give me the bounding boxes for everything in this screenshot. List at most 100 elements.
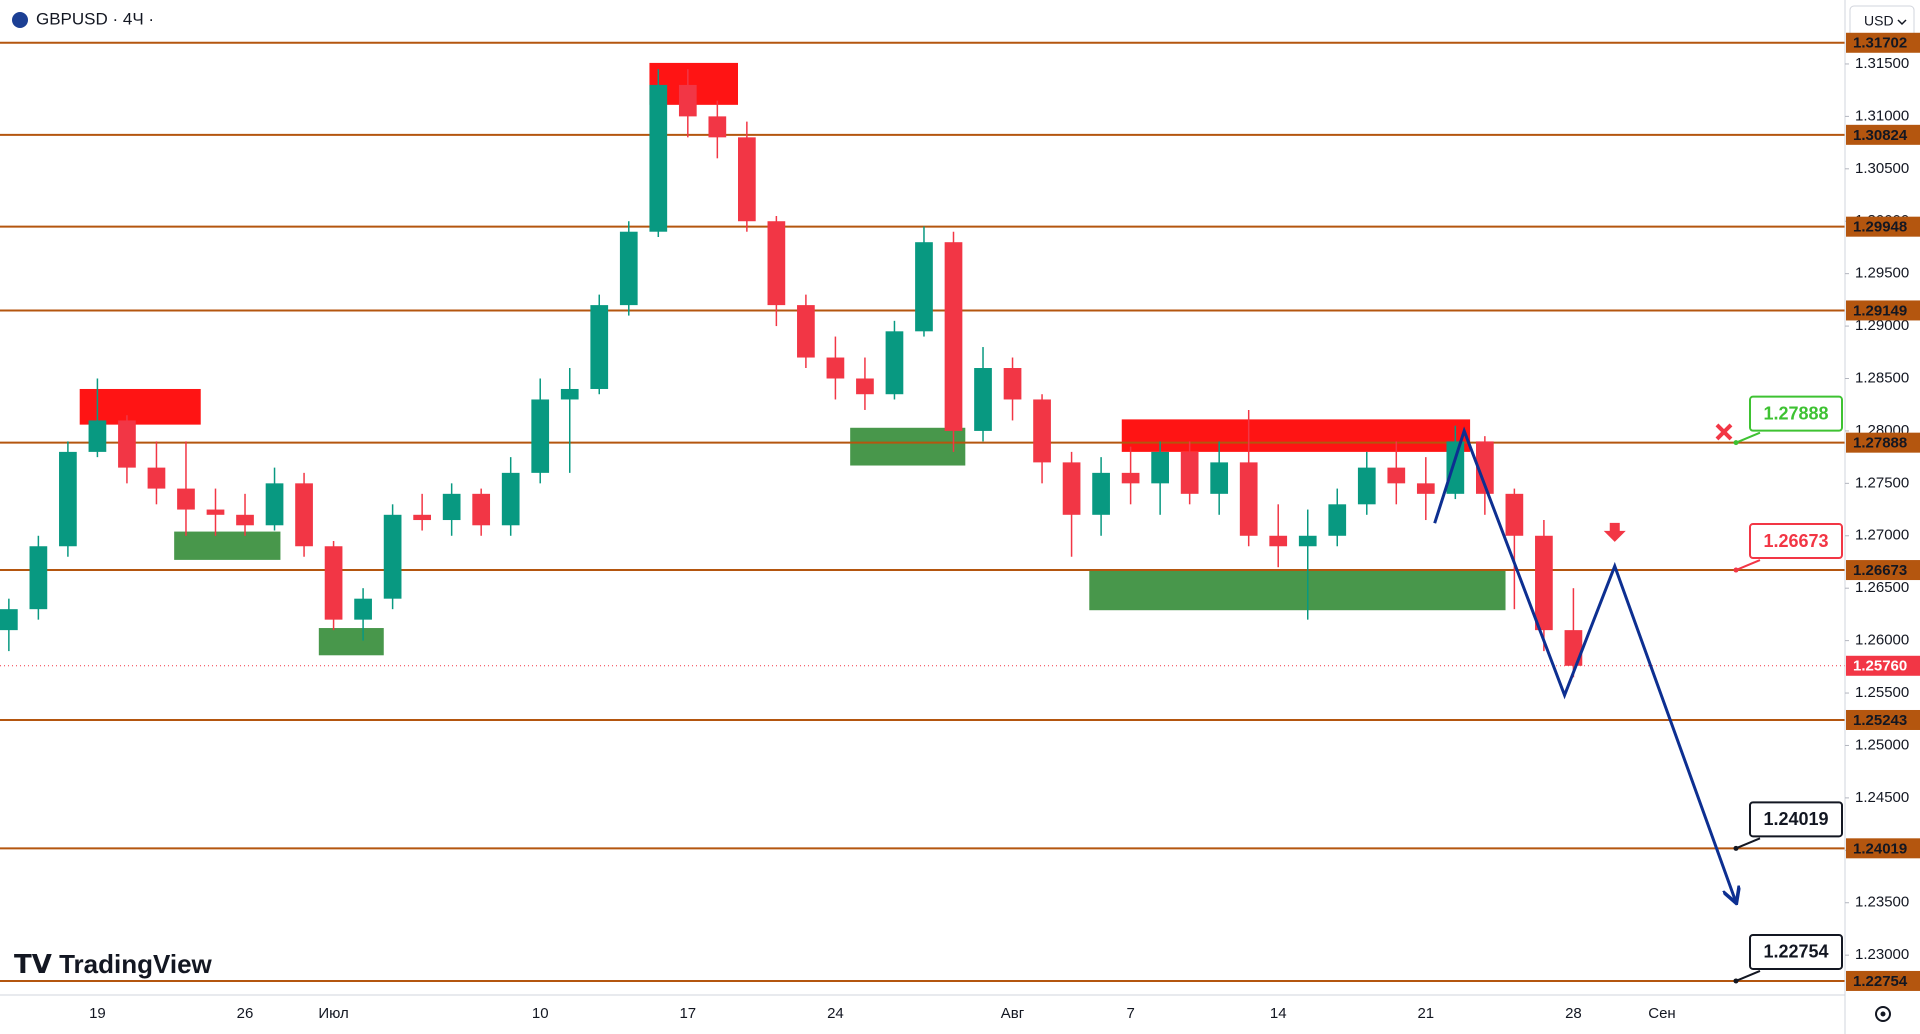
x-tick-label: Авг bbox=[1001, 1005, 1025, 1022]
settings-button[interactable] bbox=[1875, 1006, 1891, 1022]
x-tick-label: 28 bbox=[1565, 1005, 1582, 1022]
candle-body bbox=[59, 451, 77, 547]
candle-body bbox=[797, 305, 815, 358]
candle-body bbox=[738, 137, 756, 222]
candle-body bbox=[885, 331, 904, 395]
candle-body bbox=[442, 493, 461, 521]
candle-body bbox=[1033, 399, 1051, 463]
level-price-label: 1.31702 bbox=[1853, 35, 1907, 52]
candle-body bbox=[1357, 467, 1376, 505]
candle-body bbox=[560, 388, 579, 400]
level-price-label: 1.30824 bbox=[1853, 127, 1908, 144]
y-tick-label: 1.29000 bbox=[1855, 317, 1909, 334]
candle-body bbox=[147, 467, 166, 489]
zone bbox=[1089, 569, 1506, 611]
candle-body bbox=[1387, 467, 1406, 484]
symbol[interactable]: GBPUSD · 4Ч · bbox=[36, 9, 154, 28]
candle-body bbox=[1151, 451, 1169, 484]
callout-box bbox=[1749, 801, 1843, 838]
level-price-label: 1.22754 bbox=[1853, 973, 1908, 990]
candle-body bbox=[0, 609, 18, 631]
x-tick-label: 21 bbox=[1417, 1005, 1434, 1022]
level-price-label: 1.26673 bbox=[1853, 562, 1907, 579]
callout-box bbox=[1749, 395, 1843, 432]
callout-box bbox=[1749, 523, 1843, 560]
level-price-box bbox=[1846, 32, 1920, 53]
callout-pointer bbox=[1735, 970, 1761, 982]
currency[interactable]: USD bbox=[1864, 13, 1894, 29]
x-tick-label: 14 bbox=[1270, 1005, 1287, 1022]
candle-body bbox=[1505, 493, 1524, 536]
candle-body bbox=[1121, 472, 1140, 484]
x-tick-label: 24 bbox=[827, 1005, 844, 1022]
candle-body bbox=[236, 514, 254, 526]
candle-body bbox=[265, 483, 284, 526]
candle-body bbox=[974, 368, 992, 431]
settings-dot bbox=[1880, 1011, 1886, 1017]
zone bbox=[318, 628, 384, 656]
candle-body bbox=[1328, 504, 1347, 536]
currency-caret bbox=[1897, 19, 1907, 26]
y-tick-label: 1.23000 bbox=[1855, 946, 1909, 963]
level-price-box bbox=[1846, 300, 1920, 321]
level-price-box bbox=[1846, 970, 1920, 991]
y-tick-label: 1.23500 bbox=[1855, 894, 1909, 911]
zone bbox=[1121, 419, 1471, 452]
y-tick-label: 1.29500 bbox=[1855, 265, 1909, 282]
candle-body bbox=[708, 116, 727, 138]
callout-anchor bbox=[1733, 978, 1739, 984]
y-tick-label: 1.27000 bbox=[1855, 527, 1909, 544]
level-price-box bbox=[1846, 838, 1920, 859]
candle-body bbox=[1210, 462, 1229, 494]
candle-body bbox=[177, 488, 195, 510]
candle-body bbox=[1269, 535, 1288, 547]
callout-pointer bbox=[1735, 837, 1761, 850]
plot-area bbox=[0, 41, 1845, 982]
candle-body bbox=[619, 231, 638, 306]
y-tick-label: 1.31000 bbox=[1855, 107, 1909, 124]
callout-box bbox=[1749, 933, 1843, 970]
level-price-box bbox=[1846, 124, 1920, 145]
x-tick-label: 10 bbox=[532, 1005, 549, 1022]
candle-body bbox=[1446, 441, 1465, 494]
y-tick-label: 1.27500 bbox=[1855, 474, 1909, 491]
zone bbox=[850, 427, 966, 466]
candle-body bbox=[354, 598, 372, 620]
arrow-marker bbox=[1603, 522, 1626, 542]
x-tick-label: Июл bbox=[318, 1005, 348, 1022]
y-tick-label: 1.25500 bbox=[1855, 684, 1909, 701]
callout-anchor bbox=[1733, 567, 1739, 573]
level-price-label: 1.25243 bbox=[1853, 712, 1907, 729]
x-tick-label: 7 bbox=[1126, 1005, 1134, 1022]
candle-body bbox=[1535, 535, 1553, 631]
callout-label: 1.27888 bbox=[1763, 403, 1828, 423]
zone bbox=[79, 388, 201, 425]
candle-body bbox=[413, 514, 431, 521]
candle-body bbox=[1003, 368, 1022, 400]
callout-label: 1.22754 bbox=[1763, 942, 1828, 962]
candle-body bbox=[1239, 462, 1258, 536]
level-price-box bbox=[1846, 432, 1920, 453]
candle-body bbox=[1416, 483, 1435, 494]
callout-pointer bbox=[1735, 559, 1761, 571]
candle-body bbox=[1298, 535, 1317, 547]
top-bar bbox=[0, 0, 1845, 36]
callout-label: 1.26673 bbox=[1763, 531, 1828, 551]
candle-body bbox=[324, 546, 343, 620]
callout-anchor bbox=[1733, 845, 1739, 851]
candle-body bbox=[1062, 462, 1081, 515]
candle-body bbox=[1476, 441, 1494, 494]
y-tick-label: 1.28500 bbox=[1855, 369, 1909, 386]
candle-body bbox=[649, 84, 668, 232]
level-price-label: 1.29149 bbox=[1853, 302, 1907, 319]
callout-anchor bbox=[1733, 440, 1739, 446]
flag-icon bbox=[12, 12, 28, 28]
callout-label: 1.24019 bbox=[1763, 809, 1828, 829]
candle-body bbox=[531, 399, 550, 473]
candle-body bbox=[383, 514, 402, 599]
level-price-label: 1.29948 bbox=[1853, 219, 1907, 236]
logo: 𝗧𝗩 TradingView bbox=[14, 949, 213, 979]
candle-body bbox=[295, 483, 313, 547]
candle-body bbox=[590, 305, 609, 389]
